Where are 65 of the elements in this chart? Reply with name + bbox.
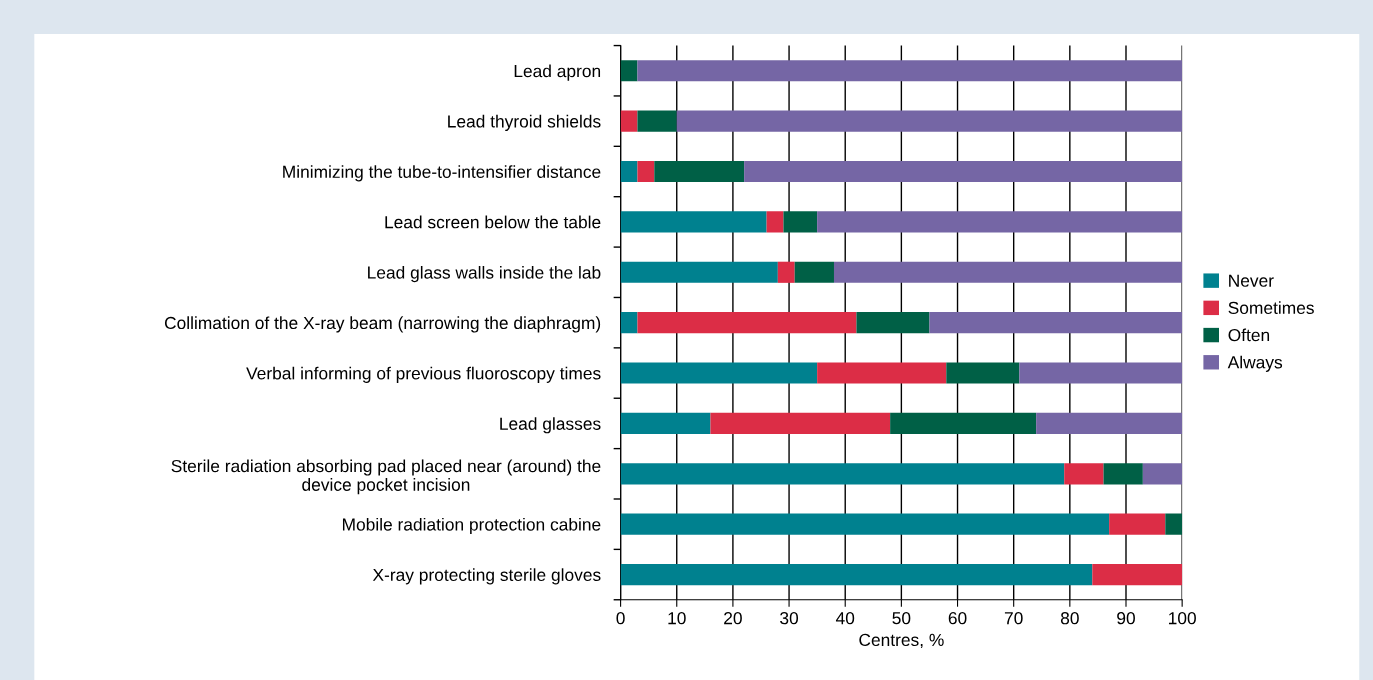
bar: [794, 261, 834, 283]
x-tick-label: 80: [1060, 612, 1079, 625]
bar: [1019, 362, 1183, 384]
bar: [1109, 513, 1166, 535]
x-tick-label: 90: [1117, 612, 1135, 625]
bar: [1142, 463, 1183, 485]
x-tick-label: 60: [948, 612, 967, 625]
bar: [1036, 412, 1183, 434]
bar: [766, 211, 784, 233]
y-tick-label: Mobile radiation protection cabine: [342, 517, 601, 535]
bar: [620, 211, 767, 233]
bar: [637, 60, 1183, 82]
x-tick-label: 100: [1169, 612, 1196, 625]
bar: [744, 160, 1183, 183]
y-tick-label: Lead apron: [514, 64, 601, 81]
y-tick-label: Lead thyroid shields: [448, 114, 601, 132]
bar: [620, 110, 638, 132]
bar: [620, 412, 711, 434]
bar: [817, 211, 1183, 233]
y-tick-label: Minimizing the tube-to-intensifier distance: [283, 165, 601, 182]
bar: [620, 513, 1110, 535]
legend-label: Often: [1228, 328, 1270, 342]
bar: [890, 412, 1037, 434]
y-tick-label: Lead glasses: [500, 417, 601, 434]
bar: [637, 110, 677, 132]
bar: [856, 312, 930, 334]
bar: [654, 160, 745, 183]
bar: [777, 261, 795, 283]
bar: [946, 362, 1020, 384]
x-tick-label: 0: [616, 612, 625, 625]
x-tick-label: 20: [724, 612, 742, 625]
bar: [620, 160, 638, 183]
bar: [1092, 563, 1183, 586]
bar: [1103, 463, 1143, 485]
bar: [929, 312, 1183, 334]
bar: [637, 312, 857, 334]
bar: [783, 211, 818, 233]
bar: [620, 60, 638, 82]
x-tick-label: 30: [780, 612, 799, 625]
y-tick-label: Sterile radiation absorbing pad placed near (around) the device pocket incision: [171, 459, 601, 495]
x-tick-label: 40: [835, 612, 855, 625]
y-tick-label: Lead glass walls inside the lab: [368, 265, 601, 283]
legend-label: Always: [1227, 355, 1283, 372]
x-tick-label: 70: [1004, 612, 1023, 625]
x-tick-label: 50: [892, 612, 911, 625]
bar: [620, 563, 1093, 586]
bar: [620, 362, 818, 384]
bar: [817, 362, 947, 384]
bar: [1064, 463, 1104, 485]
bar: [1165, 513, 1183, 535]
legend-label: Sometimes: [1228, 301, 1314, 315]
bar: [833, 261, 1183, 283]
bar: [637, 160, 655, 183]
y-tick-label: Verbal informing of previous fluoroscopy times: [246, 366, 601, 383]
y-tick-label: Lead screen below the table: [385, 215, 601, 229]
bar: [620, 261, 778, 283]
bar: [620, 463, 1065, 485]
legend-label: Never: [1229, 274, 1274, 287]
bar: [620, 312, 638, 334]
bar: [710, 412, 891, 434]
x-axis-title: Centres, %: [859, 633, 944, 649]
bar: [676, 110, 1183, 132]
y-tick-label: Collimation of the X-ray beam (narrowing the diaphragm): [164, 316, 601, 333]
y-tick-label: X-ray protecting sterile gloves: [372, 568, 601, 585]
x-tick-label: 10: [668, 612, 686, 625]
